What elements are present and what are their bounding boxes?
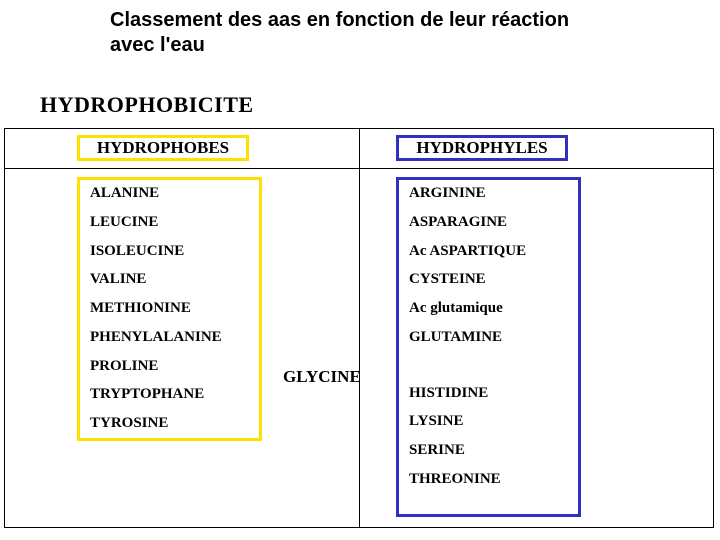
list-item: TYROSINE [90, 416, 249, 432]
body-cell-left: ALANINE LEUCINE ISOLEUCINE VALINE METHIO… [5, 169, 359, 527]
page-title: Classement des aas en fonction de leur r… [110, 8, 610, 58]
list-item: METHIONINE [90, 301, 249, 317]
list-gap [409, 359, 568, 373]
classification-table: HYDROPHOBES HYDROPHYLES ALANINE LEUCINE … [4, 128, 714, 528]
list-item: VALINE [90, 272, 249, 288]
header-cell-left: HYDROPHOBES [5, 129, 359, 168]
list-item: LYSINE [409, 414, 568, 430]
hydrophobes-header: HYDROPHOBES [77, 135, 249, 161]
hydrophyles-header: HYDROPHYLES [396, 135, 568, 161]
table-body-row: ALANINE LEUCINE ISOLEUCINE VALINE METHIO… [5, 169, 713, 527]
glycine-label: GLYCINE [283, 367, 361, 387]
list-item: GLUTAMINE [409, 330, 568, 346]
hydrophyles-list: ARGININE ASPARAGINE Ac ASPARTIQUE CYSTEI… [396, 177, 581, 517]
list-item: Ac glutamique [409, 301, 568, 317]
list-item: ASPARAGINE [409, 215, 568, 231]
list-item: CYSTEINE [409, 272, 568, 288]
list-item: THREONINE [409, 472, 568, 488]
table-header-row: HYDROPHOBES HYDROPHYLES [5, 129, 713, 169]
list-item: LEUCINE [90, 215, 249, 231]
list-item: ISOLEUCINE [90, 244, 249, 260]
list-item: ALANINE [90, 186, 249, 202]
list-item: Ac ASPARTIQUE [409, 244, 568, 260]
list-item: PHENYLALANINE [90, 330, 249, 346]
list-item: PROLINE [90, 359, 249, 375]
list-item: SERINE [409, 443, 568, 459]
header-cell-right: HYDROPHYLES [359, 129, 713, 168]
list-item: HISTIDINE [409, 386, 568, 402]
list-item: TRYPTOPHANE [90, 387, 249, 403]
section-subtitle: HYDROPHOBICITE [40, 92, 254, 118]
list-item: ARGININE [409, 186, 568, 202]
hydrophobes-list: ALANINE LEUCINE ISOLEUCINE VALINE METHIO… [77, 177, 262, 441]
body-cell-right: ARGININE ASPARAGINE Ac ASPARTIQUE CYSTEI… [359, 169, 713, 527]
